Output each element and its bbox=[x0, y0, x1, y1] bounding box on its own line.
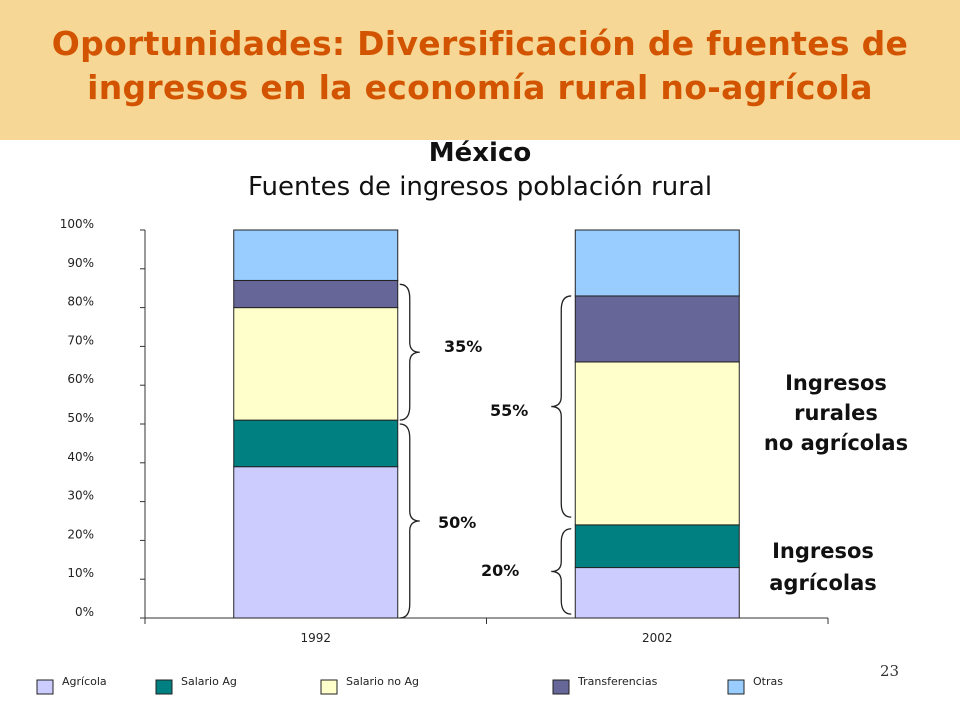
bar-segment bbox=[574, 524, 740, 569]
y-tick-label: 60% bbox=[67, 372, 94, 386]
bar-segment bbox=[574, 295, 740, 363]
legend-swatch bbox=[552, 679, 570, 695]
annotation-2002-nonag: 55% bbox=[490, 401, 528, 420]
annotation-2002-ag: 20% bbox=[481, 561, 519, 580]
y-tick-label: 100% bbox=[60, 217, 94, 231]
brace-1992-ag bbox=[399, 423, 420, 619]
bar-segment bbox=[233, 279, 399, 309]
bar-segment bbox=[233, 307, 399, 421]
annotation-1992-ag: 50% bbox=[438, 513, 476, 532]
legend-label: Agrícola bbox=[62, 675, 107, 688]
y-tick-label: 30% bbox=[67, 489, 94, 503]
legend-swatch bbox=[155, 679, 173, 695]
slide-title-line-2: ingresos en la economía rural no-agrícol… bbox=[87, 68, 873, 107]
y-tick-label: 0% bbox=[75, 605, 94, 619]
chart-subtitle: Fuentes de ingresos población rural bbox=[247, 172, 713, 202]
y-tick-label: 10% bbox=[67, 566, 94, 580]
legend-label: Salario no Ag bbox=[346, 675, 419, 688]
bar-segment bbox=[233, 466, 399, 619]
legend-label: Salario Ag bbox=[181, 675, 237, 688]
label-nonag-line: no agrícolas bbox=[764, 431, 908, 455]
brace-2002-nonag bbox=[551, 295, 572, 518]
y-tick-label: 70% bbox=[67, 333, 94, 347]
slide-title: Oportunidades: Diversificación de fuente… bbox=[20, 22, 940, 110]
bar-segment bbox=[574, 361, 740, 526]
bar-segment bbox=[574, 567, 740, 619]
legend-swatch bbox=[727, 679, 745, 695]
annotation-1992-nonag: 35% bbox=[444, 337, 482, 356]
bar-segment bbox=[233, 229, 399, 281]
legend-swatch bbox=[36, 679, 54, 695]
page-number: 23 bbox=[880, 662, 900, 680]
bar-segment bbox=[574, 229, 740, 297]
brace-1992-nonag bbox=[399, 283, 420, 421]
title-banner: Oportunidades: Diversificación de fuente… bbox=[0, 0, 960, 140]
y-tick-label: 40% bbox=[67, 450, 94, 464]
x-tick-label: 2002 bbox=[642, 631, 673, 645]
bar-segment bbox=[233, 419, 399, 468]
legend-swatch bbox=[320, 679, 338, 695]
label-ag-line: Ingresos bbox=[772, 539, 874, 563]
y-tick-label: 80% bbox=[67, 295, 94, 309]
legend-label: Otras bbox=[753, 675, 783, 688]
brace-2002-ag bbox=[551, 528, 572, 615]
legend-label: Transferencias bbox=[577, 675, 658, 688]
chart-title: México bbox=[428, 138, 532, 168]
label-ag-line: agrícolas bbox=[769, 571, 877, 595]
y-tick-label: 90% bbox=[67, 256, 94, 270]
y-tick-label: 20% bbox=[67, 527, 94, 541]
y-tick-label: 50% bbox=[67, 411, 94, 425]
label-nonag-line: rurales bbox=[794, 401, 878, 425]
slide-title-line-1: Oportunidades: Diversificación de fuente… bbox=[51, 24, 909, 63]
x-tick-label: 1992 bbox=[300, 631, 331, 645]
label-nonag-line: Ingresos bbox=[785, 371, 887, 395]
